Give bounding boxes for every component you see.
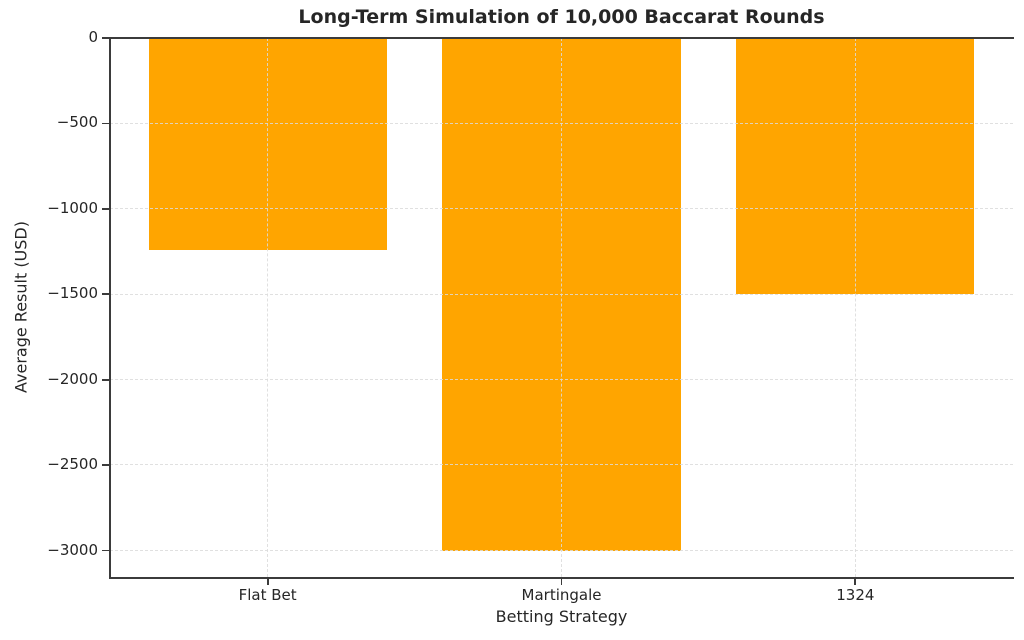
y-tick-mark [102,207,110,210]
x-tick-mark [266,578,269,585]
x-tick-mark [854,578,857,585]
x-tick-label: Martingale [521,586,602,604]
y-tick-label: −3000 [47,540,98,559]
y-tick-mark [102,122,110,125]
y-tick-label: −2000 [47,369,98,388]
x-tick-label: 1324 [836,586,875,604]
y-tick-label: −2500 [47,455,98,474]
y-tick-label: 0 [88,28,98,46]
left-axis-spine [108,37,111,578]
x-gridline [560,38,562,577]
x-tick-mark [560,578,563,585]
y-tick-label: −1000 [47,198,98,217]
y-tick-mark [102,378,110,381]
x-gridline [266,38,268,577]
y-tick-label: −1500 [47,284,98,303]
x-gridline [854,38,856,577]
y-tick-mark [102,37,110,39]
x-axis-label: Betting Strategy [495,607,628,626]
y-tick-mark [102,293,110,296]
chart-title: Long-Term Simulation of 10,000 Baccarat … [298,6,825,28]
top-axis-spine [108,37,1014,39]
y-tick-label: −500 [56,113,98,132]
y-tick-mark [102,549,110,552]
y-tick-mark [102,464,110,466]
bottom-axis-spine [108,576,1014,579]
x-tick-label: Flat Bet [238,586,297,604]
y-axis-label: Average Result (USD) [11,221,31,393]
